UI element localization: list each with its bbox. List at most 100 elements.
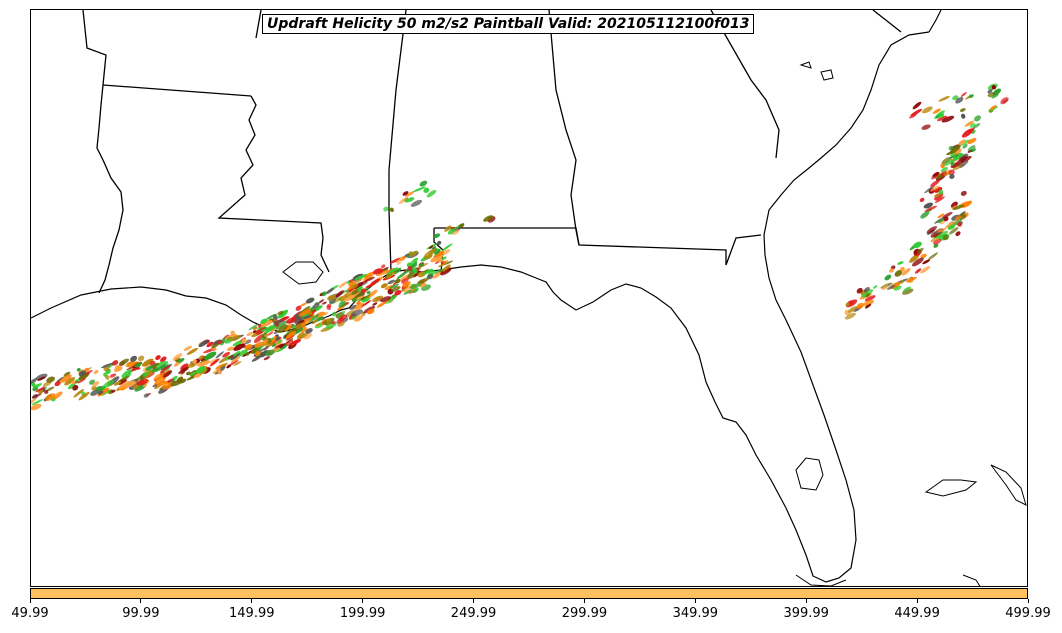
paintball-cell bbox=[391, 286, 401, 292]
paintball-cell bbox=[376, 270, 389, 277]
island bbox=[799, 61, 812, 69]
paintball-cell bbox=[889, 268, 894, 273]
paintball-cell bbox=[932, 238, 942, 245]
paintball-cell bbox=[375, 296, 382, 302]
paintball-cell bbox=[992, 88, 1002, 96]
paintball-cell bbox=[177, 357, 185, 363]
paintball-cell bbox=[97, 390, 104, 395]
paintball-cell bbox=[286, 334, 295, 341]
paintball-cell bbox=[142, 372, 149, 377]
paintball-cell bbox=[920, 253, 927, 259]
paintball-cell bbox=[176, 376, 183, 383]
paintball-cell bbox=[398, 197, 408, 205]
paintball-cell bbox=[451, 229, 460, 236]
paintball-cell bbox=[92, 381, 100, 388]
map-canvas bbox=[31, 10, 1027, 586]
paintball-cell bbox=[198, 355, 204, 360]
paintball-cell bbox=[246, 331, 253, 337]
paintball-cell bbox=[109, 373, 117, 378]
paintball-cell bbox=[363, 305, 376, 314]
paintball-cell bbox=[361, 296, 371, 303]
paintball-cell bbox=[198, 340, 208, 348]
paintball-cell bbox=[404, 197, 415, 203]
paintball-cell bbox=[930, 185, 940, 192]
paintball-cell bbox=[943, 172, 950, 176]
paintball-cell bbox=[350, 314, 359, 320]
paintball-cell bbox=[335, 290, 344, 298]
paintball-cell bbox=[31, 378, 38, 385]
paintball-cell bbox=[960, 190, 967, 196]
paintball-swaths bbox=[31, 83, 1009, 411]
paintball-cell bbox=[967, 149, 973, 154]
paintball-cell bbox=[318, 299, 325, 304]
paintball-cell bbox=[899, 280, 905, 284]
paintball-cell bbox=[230, 353, 241, 361]
paintball-cell bbox=[355, 292, 365, 299]
paintball-cell bbox=[412, 270, 421, 278]
colorbar-tick bbox=[251, 599, 253, 603]
paintball-cell bbox=[940, 167, 949, 172]
paintball-cell bbox=[254, 350, 261, 357]
paintball-cell bbox=[354, 303, 365, 311]
lake-pontchartrain bbox=[282, 261, 324, 285]
lake-okeechobee bbox=[795, 457, 824, 491]
paintball-cell bbox=[325, 287, 335, 295]
paintball-cell bbox=[118, 358, 130, 366]
paintball-cell bbox=[291, 339, 301, 345]
paintball-cell bbox=[953, 218, 962, 226]
paintball-cell bbox=[285, 339, 294, 347]
paintball-cell bbox=[277, 310, 284, 316]
paintball-cell bbox=[926, 226, 938, 234]
paintball-cell bbox=[920, 211, 930, 219]
paintball-cell bbox=[419, 180, 428, 187]
colorbar-tick bbox=[694, 599, 696, 603]
paintball-cell bbox=[901, 268, 911, 276]
paintball-cell bbox=[361, 300, 372, 307]
paintball-cell bbox=[354, 274, 368, 280]
paintball-cell bbox=[160, 356, 167, 363]
paintball-cell bbox=[927, 252, 938, 261]
paintball-cell bbox=[353, 315, 364, 322]
paintball-cell bbox=[54, 381, 61, 387]
paintball-cell bbox=[924, 205, 938, 212]
paintball-cell bbox=[1000, 97, 1009, 105]
paintball-cell bbox=[944, 159, 954, 167]
paintball-cell bbox=[937, 213, 945, 219]
paintball-cell bbox=[322, 320, 328, 325]
paintball-cell bbox=[186, 371, 191, 376]
paintball-cell bbox=[417, 271, 426, 278]
paintball-cell bbox=[277, 324, 288, 334]
state-border-tx-la bbox=[82, 10, 107, 86]
paintball-cell bbox=[376, 301, 387, 308]
paintball-cell bbox=[180, 363, 189, 371]
paintball-cell bbox=[952, 164, 963, 171]
paintball-cell bbox=[222, 351, 231, 358]
paintball-cell bbox=[71, 380, 76, 385]
paintball-cell bbox=[865, 293, 871, 298]
paintball-cell bbox=[209, 358, 220, 367]
paintball-cell bbox=[72, 384, 79, 391]
paintball-cell bbox=[458, 223, 465, 229]
paintball-cell bbox=[312, 303, 320, 309]
paintball-cell bbox=[187, 362, 197, 368]
paintball-cell bbox=[305, 328, 313, 334]
paintball-cell bbox=[936, 228, 946, 233]
paintball-cell bbox=[138, 355, 145, 362]
paintball-cell bbox=[155, 364, 167, 372]
paintball-cell bbox=[443, 259, 449, 264]
paintball-cell bbox=[410, 199, 423, 207]
state-border-sc-nc bbox=[872, 10, 902, 33]
paintball-cell bbox=[37, 376, 46, 381]
paintball-cell bbox=[248, 323, 259, 331]
paintball-cell bbox=[948, 227, 959, 235]
paintball-cell bbox=[417, 277, 429, 284]
map-panel bbox=[30, 9, 1028, 587]
paintball-cell bbox=[913, 241, 922, 249]
paintball-cell bbox=[237, 349, 248, 357]
paintball-cell bbox=[407, 265, 413, 271]
paintball-cell bbox=[59, 374, 72, 383]
paintball-cell bbox=[206, 341, 214, 348]
paintball-cell bbox=[78, 391, 90, 401]
paintball-cell bbox=[942, 234, 949, 241]
paintball-cell bbox=[196, 366, 206, 374]
